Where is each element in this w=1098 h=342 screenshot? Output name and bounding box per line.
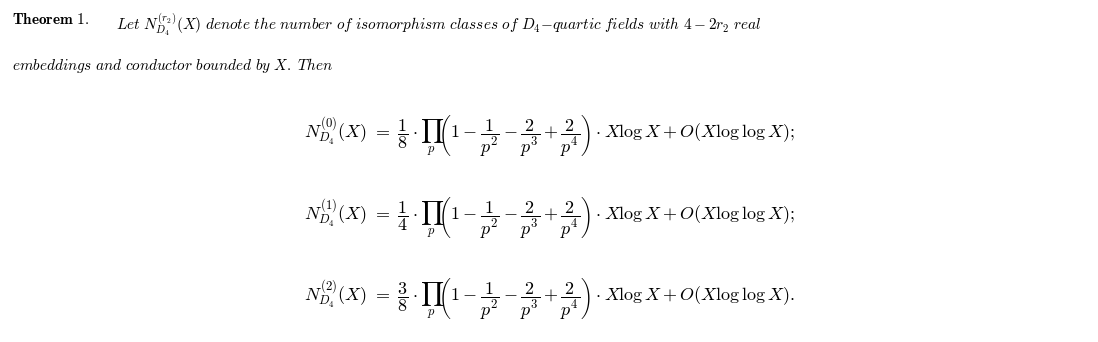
Text: $N_{D_4}^{(1)}(X)\ =\ \dfrac{1}{4}\cdot\prod_{p}\!\left(1-\dfrac{1}{p^2}-\dfrac{: $N_{D_4}^{(1)}(X)\ =\ \dfrac{1}{4}\cdot\… <box>304 195 794 240</box>
Text: $N_{D_4}^{(0)}(X)\ =\ \dfrac{1}{8}\cdot\prod_{p}\!\left(1-\dfrac{1}{p^2}-\dfrac{: $N_{D_4}^{(0)}(X)\ =\ \dfrac{1}{8}\cdot\… <box>304 113 794 158</box>
Text: $N_{D_4}^{(2)}(X)\ =\ \dfrac{3}{8}\cdot\prod_{p}\!\left(1-\dfrac{1}{p^2}-\dfrac{: $N_{D_4}^{(2)}(X)\ =\ \dfrac{3}{8}\cdot\… <box>304 276 794 321</box>
Text: $\mathit{embeddings\ and\ conductor\ bounded\ by}\ X.\ \mathit{Then}$: $\mathit{embeddings\ and\ conductor\ bou… <box>12 56 334 75</box>
Text: $\mathit{Let}\ N_{D_4}^{(r_2)}(X)\ \mathit{denote\ the\ number\ of\ isomorphism\: $\mathit{Let}\ N_{D_4}^{(r_2)}(X)\ \math… <box>116 12 762 38</box>
Text: $\mathbf{Theorem\ 1.}$: $\mathbf{Theorem\ 1.}$ <box>12 12 90 27</box>
